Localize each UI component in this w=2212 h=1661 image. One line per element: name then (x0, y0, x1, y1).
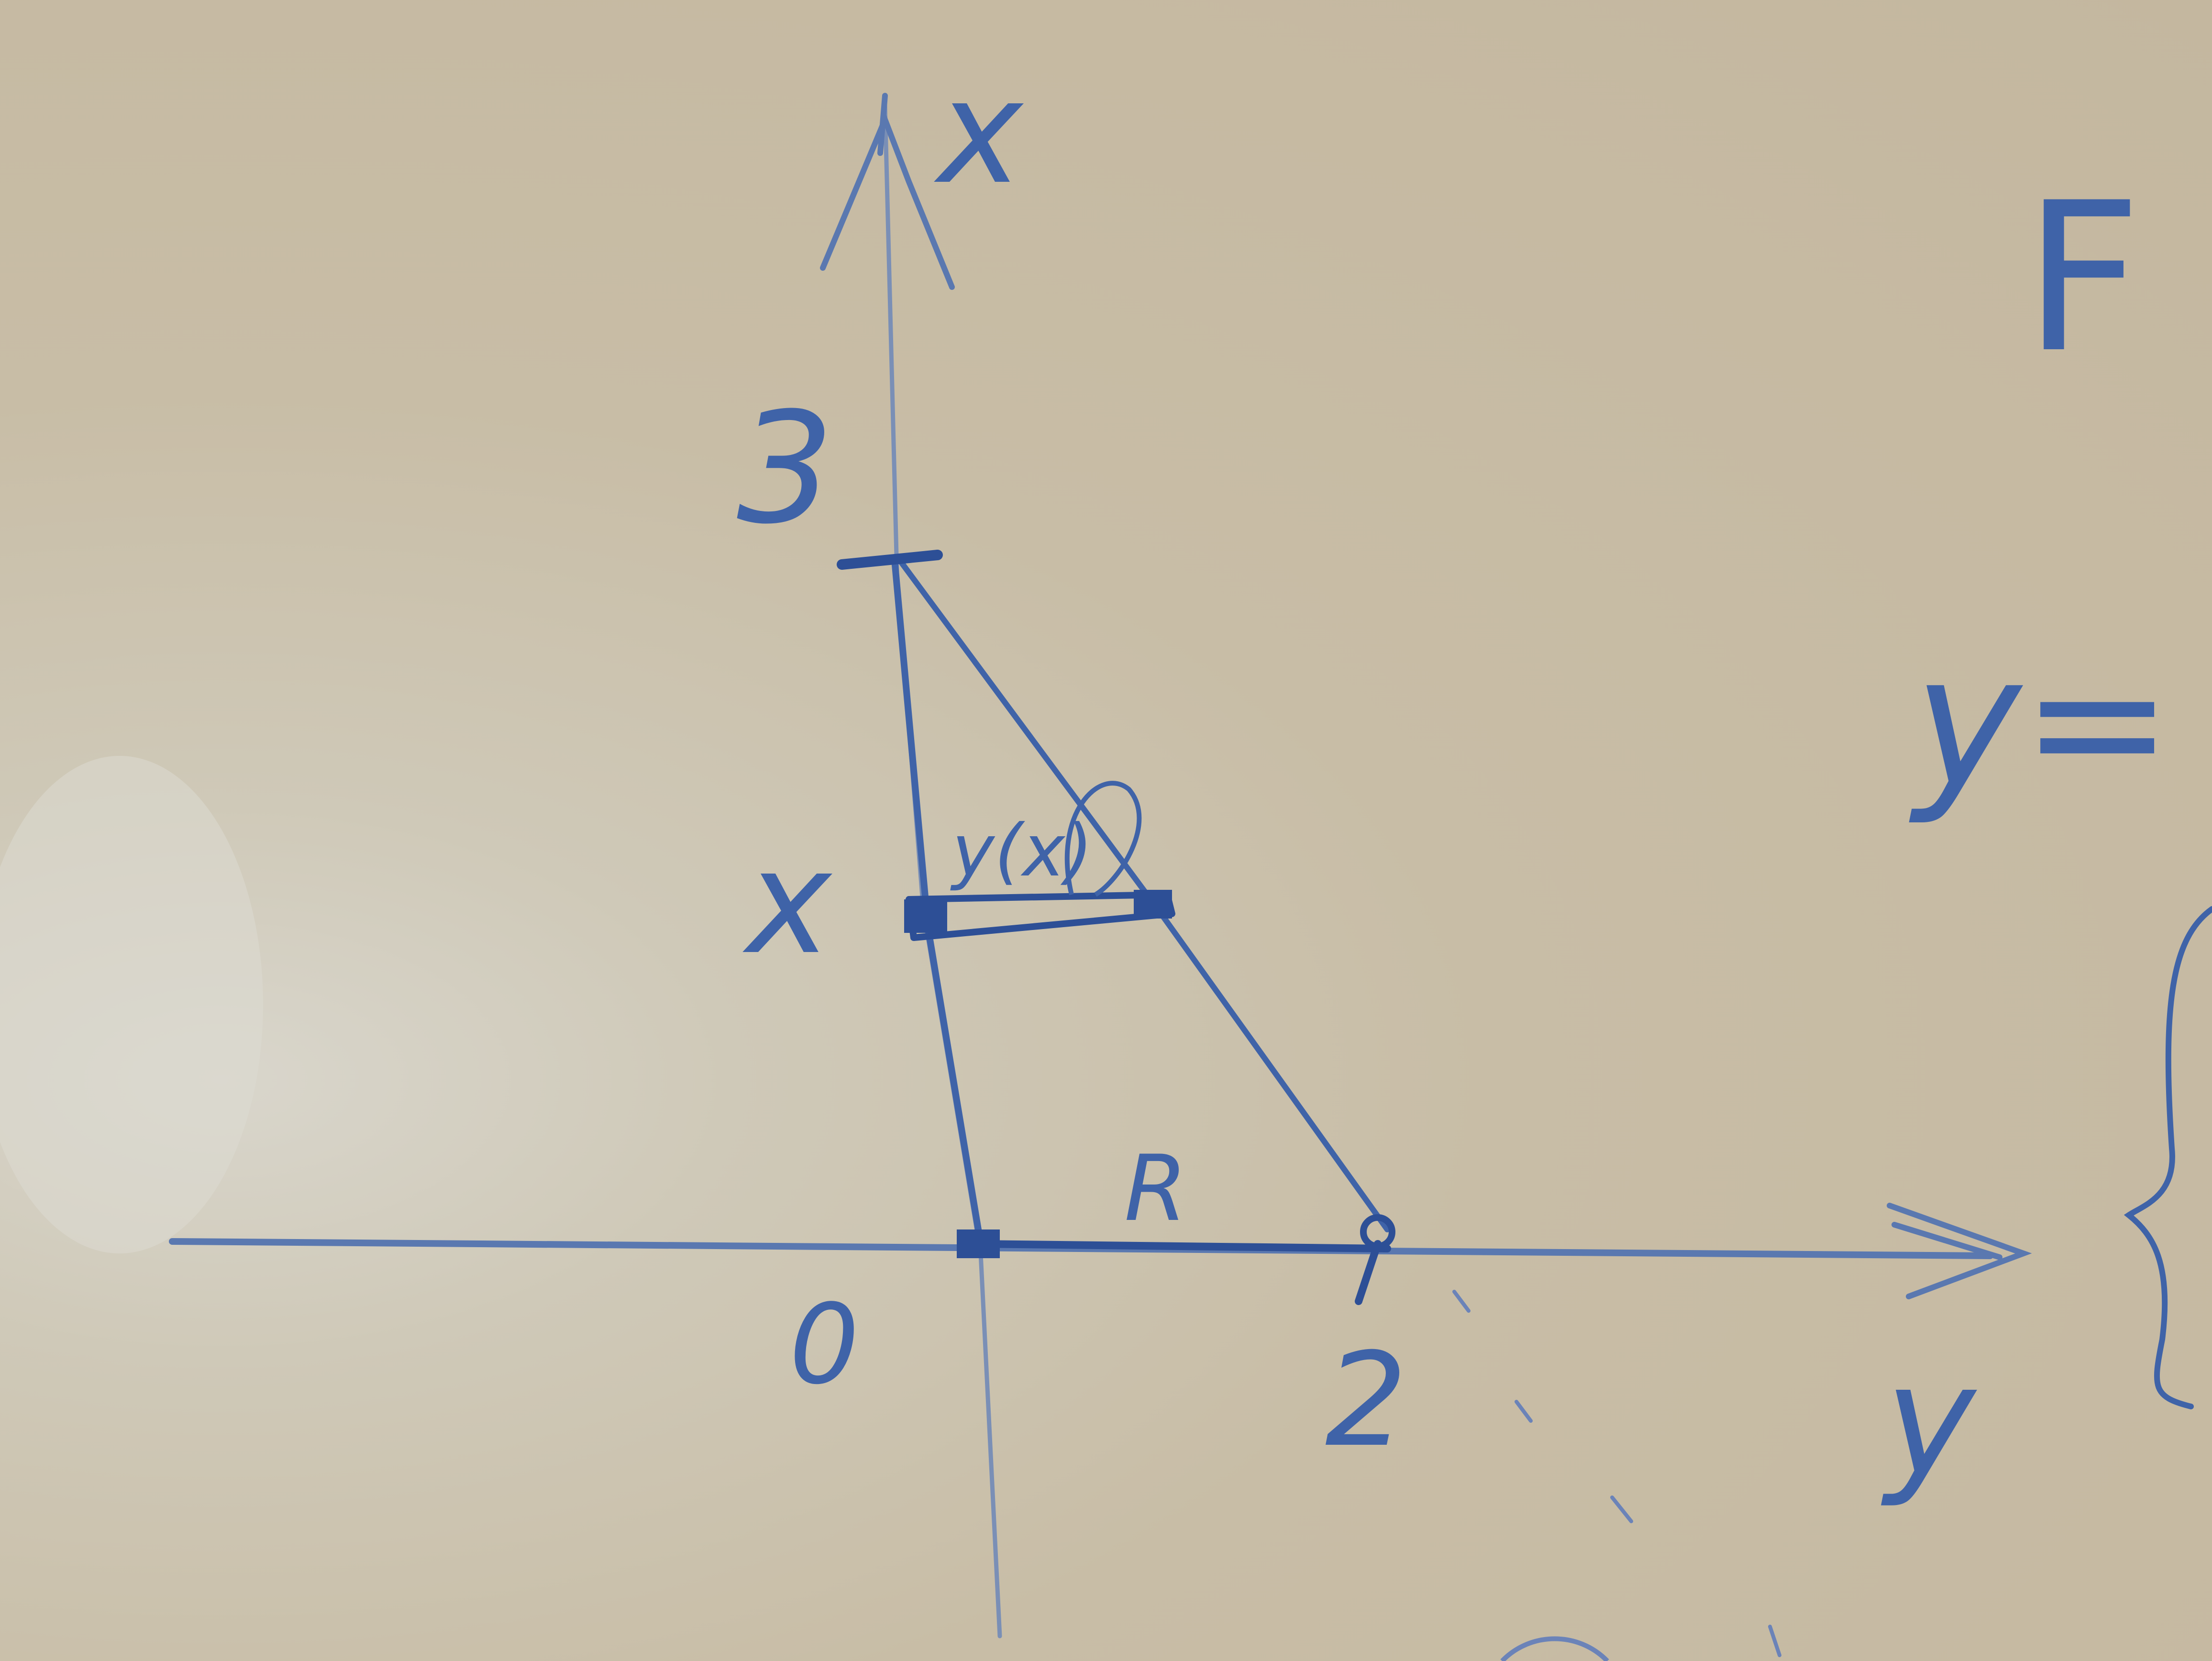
dot-stroke-2 (1515, 1400, 1533, 1423)
partial-curve-bottom (1500, 1636, 1609, 1661)
label-tick-3: 3 (737, 380, 834, 558)
dot-stroke-3 (1610, 1495, 1633, 1523)
label-origin: 0 (789, 1281, 859, 1409)
vertical-axis-tip (877, 93, 888, 156)
origin-dot (957, 1229, 1000, 1258)
vertical-axis-arrowhead (820, 111, 955, 290)
brace-symbol (2124, 906, 2212, 1409)
label-region: R (1124, 1136, 1187, 1241)
label-f: F (2024, 159, 2142, 398)
strip-right-dot (1134, 890, 1172, 919)
region-bottom-edge (972, 1240, 1391, 1252)
label-tick-2: 2 (1325, 1325, 1407, 1475)
horizontal-axis-arrowhead (1887, 1203, 2032, 1299)
dot-stroke-4 (1768, 1625, 1781, 1657)
label-segment: y(x) (950, 809, 1093, 893)
label-level-x: x (742, 819, 834, 986)
strip-left-dot (904, 899, 947, 933)
label-axis-horizontal: y (1880, 1332, 1978, 1510)
slice-strip (906, 891, 1175, 941)
tick-mark-3 (837, 550, 943, 570)
label-axis-vertical: x (933, 49, 1025, 216)
dot-stroke-1 (1452, 1290, 1471, 1313)
label-equation: y= (1908, 616, 2173, 828)
tick-mark-2-stem (1355, 1240, 1382, 1305)
segment-arc (1064, 781, 1142, 897)
board-smudge (0, 756, 263, 1253)
